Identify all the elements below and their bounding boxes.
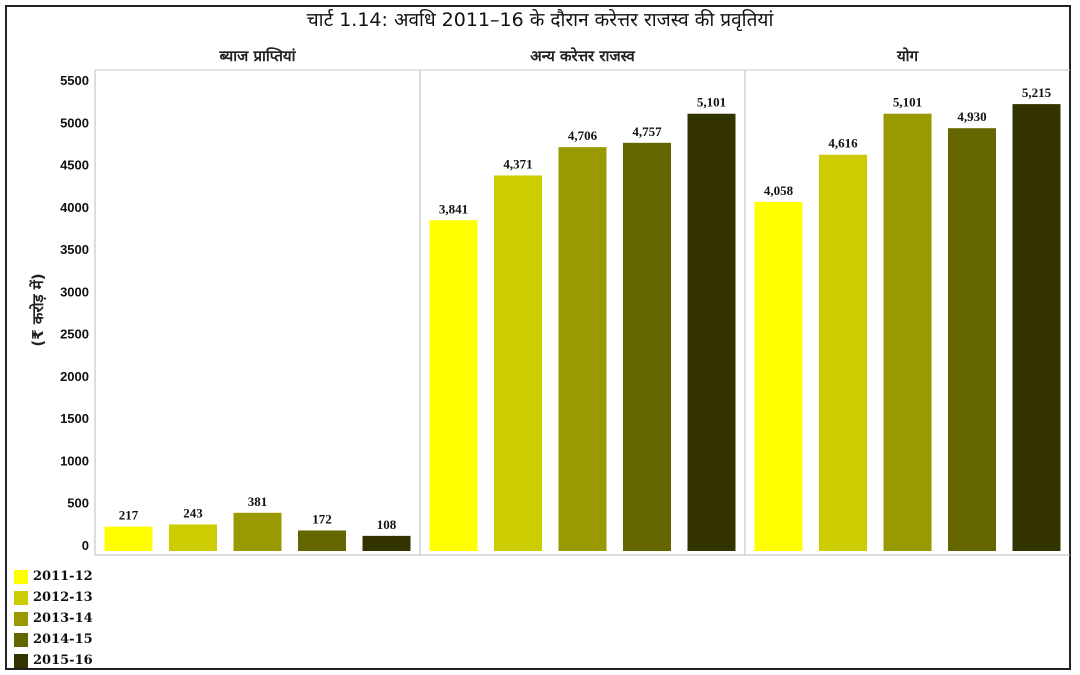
legend-swatch: [14, 632, 28, 647]
legend-label: 2012-13: [33, 590, 93, 605]
bar: [819, 154, 867, 552]
y-tick-label: 2000: [60, 369, 89, 384]
y-tick-label: 2500: [60, 327, 89, 342]
legend-item: 2011-12: [14, 566, 93, 587]
y-tick-label: 5500: [60, 73, 89, 88]
y-tick-label: 3000: [60, 284, 89, 299]
data-label: 3,841: [439, 201, 468, 216]
data-label: 381: [248, 494, 268, 509]
legend-swatch: [14, 590, 28, 605]
y-tick-label: 5000: [60, 115, 89, 130]
data-label: 4,757: [632, 124, 662, 139]
data-label: 4,706: [568, 128, 598, 143]
chart-title: चार्ट 1.14: अवधि 2011–16 के दौरान करेत्त…: [306, 9, 774, 31]
bar: [558, 147, 607, 551]
bar: [233, 512, 282, 551]
bar: [754, 201, 803, 551]
bar: [429, 220, 478, 551]
legend-item: 2014-15: [14, 629, 93, 650]
legend-swatch: [14, 611, 28, 626]
data-label: 243: [183, 505, 203, 520]
legend-swatch: [14, 569, 28, 584]
data-label: 172: [312, 511, 332, 526]
bar: [494, 175, 542, 551]
bar: [298, 530, 346, 551]
y-tick-label: 3500: [60, 242, 89, 257]
data-label: 4,616: [828, 136, 858, 151]
data-label: 5,101: [893, 95, 922, 110]
bar: [948, 128, 996, 551]
bar: [623, 142, 671, 552]
bar: [1012, 104, 1061, 551]
legend-label: 2015-16: [33, 653, 93, 668]
panel-title-other-nontax-revenue: अन्य करेत्तर राजस्व: [530, 47, 635, 65]
legend-item: 2015-16: [14, 650, 93, 671]
data-label: 4,930: [957, 109, 986, 124]
legend-item: 2012-13: [14, 587, 93, 608]
data-label: 4,371: [503, 156, 532, 171]
legend-label: 2013-14: [33, 611, 93, 626]
y-tick-label: 1500: [60, 411, 89, 426]
legend-item: 2013-14: [14, 608, 93, 629]
data-label: 217: [119, 508, 139, 523]
legend-label: 2011-12: [33, 569, 93, 584]
bar: [883, 113, 932, 551]
legend-swatch: [14, 653, 28, 668]
bar: [104, 526, 153, 551]
panel-title-interest-receipts: ब्याज प्राप्तियां: [219, 47, 296, 65]
data-label: 108: [377, 517, 397, 532]
y-tick-label: 4000: [60, 200, 89, 215]
panel-title-total: योग: [896, 47, 919, 65]
bar: [687, 113, 736, 551]
data-label: 4,058: [764, 183, 794, 198]
legend-label: 2014-15: [33, 632, 93, 647]
y-tick-label: 0: [82, 538, 89, 553]
data-label: 5,101: [697, 95, 726, 110]
legend: 2011-12 2012-13 2013-14 2014-15 2015-16: [14, 566, 93, 671]
data-label: 5,215: [1022, 85, 1052, 100]
y-tick-label: 1000: [60, 453, 89, 468]
bar: [169, 524, 217, 551]
bar: [362, 535, 411, 551]
y-tick-label: 500: [67, 496, 89, 511]
y-tick-label: 4500: [60, 158, 89, 173]
